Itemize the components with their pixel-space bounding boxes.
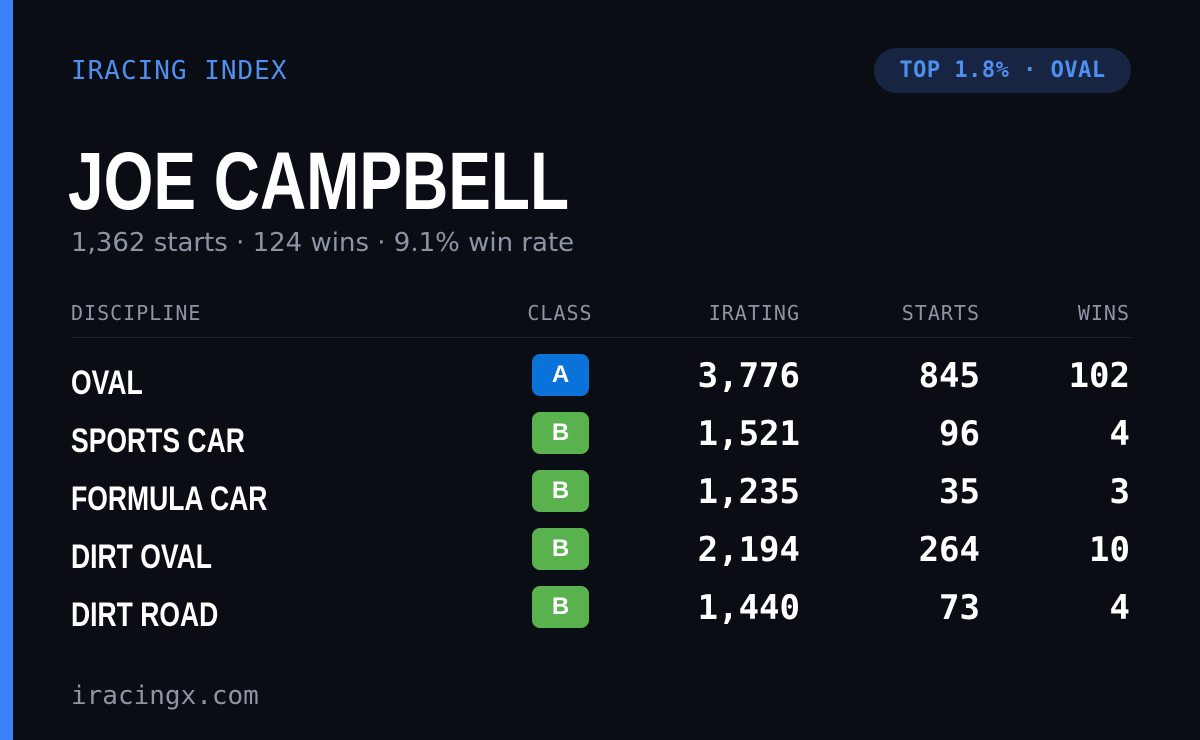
class-badge: B bbox=[532, 586, 589, 628]
column-header-discipline: DISCIPLINE bbox=[71, 301, 202, 325]
class-badge: B bbox=[532, 412, 589, 454]
starts-value: 96 bbox=[939, 414, 980, 454]
wins-value: 102 bbox=[1068, 356, 1130, 396]
irating-value: 1,521 bbox=[697, 414, 800, 454]
accent-bar bbox=[0, 0, 13, 740]
class-badge: B bbox=[532, 470, 589, 512]
column-header-wins: WINS bbox=[1077, 301, 1130, 325]
header-divider bbox=[71, 337, 1131, 338]
irating-value: 2,194 bbox=[697, 530, 800, 570]
table-row: FORMULA CAR B 1,235 35 3 bbox=[0, 470, 1200, 528]
irating-value: 1,440 bbox=[697, 588, 800, 628]
column-header-irating: IRATING bbox=[708, 301, 800, 325]
driver-name: JOE CAMPBELL bbox=[68, 136, 570, 227]
rank-badge: TOP 1.8% · OVAL bbox=[874, 48, 1131, 93]
discipline-name: DIRT ROAD bbox=[71, 596, 219, 634]
column-header-starts: STARTS bbox=[901, 301, 980, 325]
starts-value: 845 bbox=[918, 356, 980, 396]
wins-value: 4 bbox=[1109, 414, 1130, 454]
column-header-class: CLASS bbox=[527, 301, 593, 325]
driver-summary: 1,362 starts · 124 wins · 9.1% win rate bbox=[71, 228, 575, 258]
discipline-name: FORMULA CAR bbox=[71, 480, 268, 518]
starts-value: 35 bbox=[939, 472, 980, 512]
class-badge: B bbox=[532, 528, 589, 570]
irating-value: 1,235 bbox=[697, 472, 800, 512]
site-url: iracingx.com bbox=[71, 681, 259, 711]
brand-title: IRACING INDEX bbox=[71, 56, 288, 86]
table-row: DIRT ROAD B 1,440 73 4 bbox=[0, 586, 1200, 644]
wins-value: 10 bbox=[1089, 530, 1130, 570]
table-row: SPORTS CAR B 1,521 96 4 bbox=[0, 412, 1200, 470]
discipline-name: DIRT OVAL bbox=[71, 538, 212, 576]
starts-value: 264 bbox=[918, 530, 980, 570]
table-row: DIRT OVAL B 2,194 264 10 bbox=[0, 528, 1200, 586]
class-badge: A bbox=[532, 354, 589, 396]
starts-value: 73 bbox=[939, 588, 980, 628]
discipline-name: OVAL bbox=[71, 364, 143, 402]
wins-value: 4 bbox=[1109, 588, 1130, 628]
irating-value: 3,776 bbox=[697, 356, 800, 396]
wins-value: 3 bbox=[1109, 472, 1130, 512]
discipline-name: SPORTS CAR bbox=[71, 422, 245, 460]
table-row: OVAL A 3,776 845 102 bbox=[0, 354, 1200, 412]
